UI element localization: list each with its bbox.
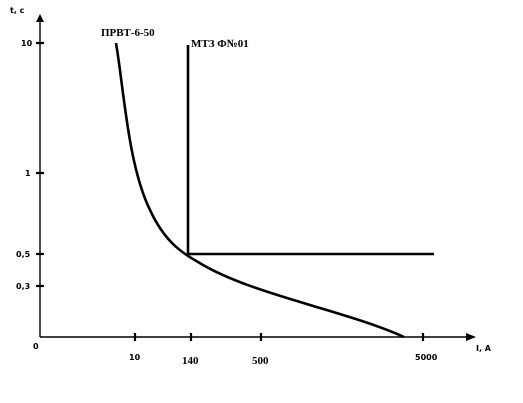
y-tick-label-0-5: 0,5 (16, 250, 31, 259)
x-tick-label-140: 140 (182, 355, 199, 367)
x-tick-label-10: 10 (129, 353, 141, 362)
series-mtz-curve (186, 45, 434, 256)
y-tick-label-0-3: 0,3 (16, 282, 30, 291)
series-label-prvt: ПРВТ-6-50 (101, 27, 155, 39)
x-tick-label-500: 500 (252, 355, 269, 367)
x-axis-label: I, A (476, 344, 492, 353)
y-axis-label: t, c (10, 6, 25, 15)
y-tick-label-10: 10 (21, 39, 33, 48)
series-label-mtz: МТЗ Ф№01 (191, 38, 249, 50)
x-tick-label-5000: 5000 (415, 353, 438, 362)
x-axis-arrow (466, 333, 476, 341)
series-prvt-curve (114, 42, 405, 339)
origin-label: 0 (33, 342, 39, 351)
y-tick-label-1: 1 (25, 169, 31, 178)
